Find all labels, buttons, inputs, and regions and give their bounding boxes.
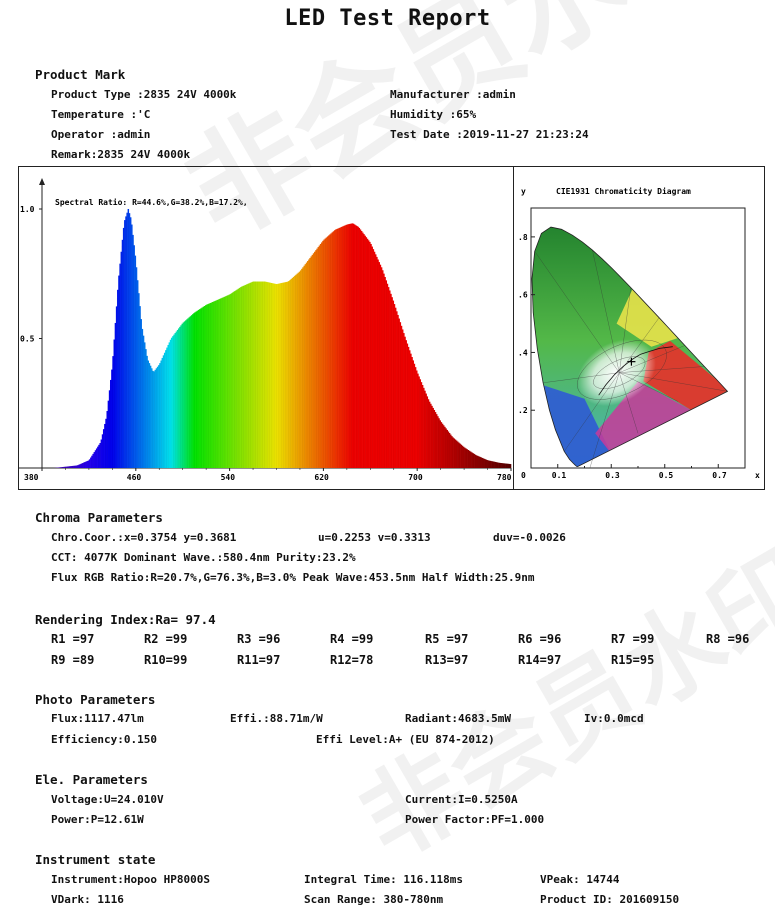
rendering-value-r4: R4 =99	[330, 632, 374, 646]
instrument-vpeak: VPeak: 14744	[540, 873, 620, 886]
test-date: Test Date :2019-11-27 21:23:24	[390, 128, 589, 141]
charts-border	[18, 166, 765, 490]
chroma-cct-line: CCT: 4077K Dominant Wave.:580.4nm Purity…	[51, 551, 356, 564]
rendering-value-r2: R2 =99	[144, 632, 188, 646]
spectrum-x-tick-label: 460	[127, 473, 142, 482]
photo-efficiency: Efficiency:0.150	[51, 733, 157, 746]
cie-locus-outline	[531, 226, 729, 467]
rendering-value-r14: R14=97	[518, 653, 562, 667]
temperature: Temperature :'C	[51, 108, 151, 121]
photo-flux: Flux:1117.47lm	[51, 712, 144, 725]
rendering-value-r6: R6 =96	[518, 632, 562, 646]
cie-origin-label: 0	[521, 471, 526, 480]
rendering-value-r7: R7 =99	[611, 632, 655, 646]
spectrum-x-tick-label: 780	[497, 473, 512, 482]
rendering-value-r12: R12=78	[330, 653, 374, 667]
cie-region-lines	[534, 250, 728, 469]
chroma-uv: u=0.2253 v=0.3313	[318, 531, 431, 544]
rendering-index-header: Rendering Index:Ra= 97.4	[35, 612, 216, 627]
instrument-name: Instrument:Hopoo HP8000S	[51, 873, 210, 886]
ele-header: Ele. Parameters	[35, 772, 148, 787]
cie-x-tick-label: 0.7	[712, 471, 727, 480]
photo-radiant: Radiant:4683.5mW	[405, 712, 511, 725]
photo-effi: Effi.:88.71m/W	[230, 712, 323, 725]
spectrum-y-arrow	[39, 178, 45, 185]
spectrum-x-tick-label: 700	[408, 473, 423, 482]
spectrum-x-tick-label: 540	[221, 473, 236, 482]
photo-iv: Iv:0.0mcd	[584, 712, 644, 725]
cie-x-tick-label: 0.5	[659, 471, 674, 480]
rendering-value-r5: R5 =97	[425, 632, 469, 646]
cie-locus-fill	[532, 227, 728, 467]
rendering-value-r3: R3 =96	[237, 632, 281, 646]
rendering-value-r1: R1 =97	[51, 632, 95, 646]
spectrum-chart: 380 460 540 620 700 780 1.0 0.5 Spectral Ratio…	[18, 178, 512, 482]
instrument-integral-time: Integral Time: 116.118ms	[304, 873, 463, 886]
ele-current: Current:I=0.5250A	[405, 793, 518, 806]
rendering-value-r11: R11=97	[237, 653, 281, 667]
cie-y-tick-label: .8	[518, 233, 528, 242]
chroma-flux-line: Flux RGB Ratio:R=20.7%,G=76.3%,B=3.0% Pe…	[51, 571, 535, 584]
photo-effi-level: Effi Level:A+ (EU 874-2012)	[316, 733, 495, 746]
rendering-value-r13: R13=97	[425, 653, 469, 667]
cie-x-tick-label: 0.3	[605, 471, 620, 480]
operator: Operator :admin	[51, 128, 151, 141]
rendering-value-r9: R9 =89	[51, 653, 95, 667]
ele-power: Power:P=12.61W	[51, 813, 144, 826]
spectrum-y-tick-label: 0.5	[20, 335, 35, 344]
charts-panel: 380 460 540 620 700 780 1.0 0.5 Spectral Ratio…	[18, 166, 765, 490]
spectrum-y-tick-label: 1.0	[20, 205, 35, 214]
watermark-lower: 非会员水印	[341, 529, 775, 882]
ele-power-factor: Power Factor:PF=1.000	[405, 813, 545, 826]
cie-y-tick-label: .2	[518, 406, 528, 415]
cie-y-tick-label: .4	[518, 348, 528, 357]
cie-y-tick-label: .6	[518, 291, 528, 300]
spectrum-x-tick-label: 380	[24, 473, 39, 482]
cie-chart: y CIE1931 Chromaticity Diagram x	[518, 186, 760, 480]
chroma-duv: duv=-0.0026	[493, 531, 566, 544]
rendering-value-r8: R8 =96	[706, 632, 750, 646]
instrument-vdark: VDark: 1116	[51, 893, 124, 906]
chroma-header: Chroma Parameters	[35, 510, 163, 525]
instrument-scan-range: Scan Range: 380-780nm	[304, 893, 444, 906]
instrument-product-id: Product ID: 201609150	[540, 893, 680, 906]
remark: Remark:2835 24V 4000k	[51, 148, 191, 161]
report-title: LED Test Report	[284, 6, 491, 31]
cie-x-label: x	[755, 471, 760, 480]
photo-header: Photo Parameters	[35, 692, 156, 707]
spectrum-fill	[53, 209, 512, 468]
humidity: Humidity :65%	[390, 108, 477, 121]
instrument-header: Instrument state	[35, 852, 156, 867]
product-mark-header: Product Mark	[35, 67, 126, 82]
cie-title: CIE1931 Chromaticity Diagram	[556, 186, 691, 196]
manufacturer: Manufacturer :admin	[390, 88, 516, 101]
product-type: Product Type :2835 24V 4000k	[51, 88, 237, 101]
spectral-ratio-label: Spectral Ratio: R=44.6%,G=38.2%,B=17.2%,	[55, 197, 248, 207]
cie-y-label: y	[521, 187, 526, 196]
planckian-locus	[598, 346, 673, 396]
rendering-value-r10: R10=99	[144, 653, 188, 667]
rendering-value-r15: R15=95	[611, 653, 655, 667]
spectrum-x-tick-label: 620	[314, 473, 329, 482]
ele-voltage: Voltage:U=24.010V	[51, 793, 164, 806]
chromaticity-point-marker	[627, 357, 636, 366]
chroma-coordinates: Chro.Coor.:x=0.3754 y=0.3681	[51, 531, 237, 544]
cie-x-tick-label: 0.1	[552, 471, 567, 480]
